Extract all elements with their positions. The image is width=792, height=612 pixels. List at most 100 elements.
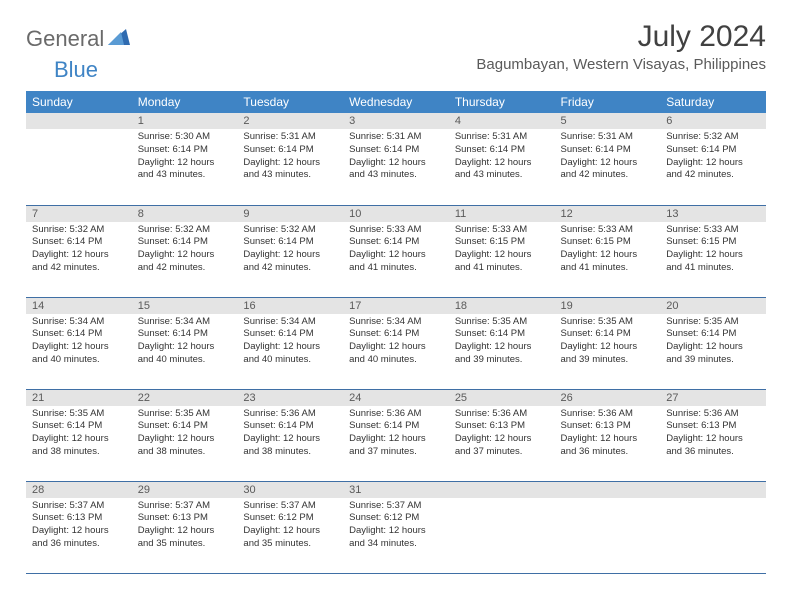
day-detail-line: Sunrise: 5:36 AM	[243, 408, 337, 421]
day-detail-line: Sunrise: 5:34 AM	[243, 316, 337, 329]
day-detail-line: Daylight: 12 hours and 40 minutes.	[349, 341, 443, 367]
calendar-cell: 29Sunrise: 5:37 AMSunset: 6:13 PMDayligh…	[132, 481, 238, 573]
day-detail-line: Sunrise: 5:32 AM	[243, 224, 337, 237]
day-detail: Sunrise: 5:32 AMSunset: 6:14 PMDaylight:…	[660, 129, 766, 186]
day-detail-line: Sunset: 6:14 PM	[243, 236, 337, 249]
day-detail-line: Daylight: 12 hours and 36 minutes.	[666, 433, 760, 459]
calendar-body: 1Sunrise: 5:30 AMSunset: 6:14 PMDaylight…	[26, 113, 766, 573]
day-detail-line: Sunset: 6:15 PM	[561, 236, 655, 249]
day-number: 6	[660, 113, 766, 129]
day-detail-line: Daylight: 12 hours and 36 minutes.	[561, 433, 655, 459]
calendar-cell: 28Sunrise: 5:37 AMSunset: 6:13 PMDayligh…	[26, 481, 132, 573]
day-detail	[555, 498, 661, 504]
day-detail-line: Sunrise: 5:34 AM	[349, 316, 443, 329]
calendar-cell: 7Sunrise: 5:32 AMSunset: 6:14 PMDaylight…	[26, 205, 132, 297]
calendar-cell: 10Sunrise: 5:33 AMSunset: 6:14 PMDayligh…	[343, 205, 449, 297]
day-detail	[26, 129, 132, 135]
day-header-monday: Monday	[132, 91, 238, 113]
day-detail: Sunrise: 5:32 AMSunset: 6:14 PMDaylight:…	[26, 222, 132, 279]
calendar-cell	[555, 481, 661, 573]
day-detail-line: Daylight: 12 hours and 43 minutes.	[243, 157, 337, 183]
day-detail-line: Daylight: 12 hours and 41 minutes.	[349, 249, 443, 275]
day-detail-line: Daylight: 12 hours and 35 minutes.	[138, 525, 232, 551]
day-detail-line: Daylight: 12 hours and 37 minutes.	[455, 433, 549, 459]
day-detail-line: Sunrise: 5:31 AM	[561, 131, 655, 144]
day-detail-line: Daylight: 12 hours and 42 minutes.	[243, 249, 337, 275]
day-header-friday: Friday	[555, 91, 661, 113]
day-number: 27	[660, 390, 766, 406]
day-detail-line: Sunrise: 5:32 AM	[666, 131, 760, 144]
day-number	[555, 482, 661, 498]
day-number: 2	[237, 113, 343, 129]
day-detail-line: Sunset: 6:14 PM	[666, 144, 760, 157]
calendar-cell: 20Sunrise: 5:35 AMSunset: 6:14 PMDayligh…	[660, 297, 766, 389]
day-detail: Sunrise: 5:37 AMSunset: 6:13 PMDaylight:…	[132, 498, 238, 555]
day-number: 7	[26, 206, 132, 222]
day-detail-line: Sunrise: 5:36 AM	[561, 408, 655, 421]
day-detail: Sunrise: 5:33 AMSunset: 6:15 PMDaylight:…	[555, 222, 661, 279]
day-detail-line: Sunset: 6:14 PM	[138, 420, 232, 433]
day-number: 24	[343, 390, 449, 406]
day-detail: Sunrise: 5:36 AMSunset: 6:13 PMDaylight:…	[449, 406, 555, 463]
day-detail-line: Sunset: 6:14 PM	[32, 236, 126, 249]
day-number: 13	[660, 206, 766, 222]
day-detail-line: Sunrise: 5:33 AM	[349, 224, 443, 237]
calendar-cell: 18Sunrise: 5:35 AMSunset: 6:14 PMDayligh…	[449, 297, 555, 389]
day-number: 25	[449, 390, 555, 406]
day-number: 11	[449, 206, 555, 222]
calendar-cell: 3Sunrise: 5:31 AMSunset: 6:14 PMDaylight…	[343, 113, 449, 205]
day-detail-line: Sunset: 6:14 PM	[243, 144, 337, 157]
calendar-cell: 2Sunrise: 5:31 AMSunset: 6:14 PMDaylight…	[237, 113, 343, 205]
day-detail-line: Daylight: 12 hours and 41 minutes.	[666, 249, 760, 275]
day-detail: Sunrise: 5:34 AMSunset: 6:14 PMDaylight:…	[237, 314, 343, 371]
day-detail-line: Daylight: 12 hours and 35 minutes.	[243, 525, 337, 551]
day-detail-line: Sunset: 6:12 PM	[243, 512, 337, 525]
day-number: 31	[343, 482, 449, 498]
day-detail-line: Daylight: 12 hours and 42 minutes.	[561, 157, 655, 183]
day-detail-line: Daylight: 12 hours and 42 minutes.	[138, 249, 232, 275]
day-detail-line: Sunrise: 5:33 AM	[561, 224, 655, 237]
calendar-week-row: 7Sunrise: 5:32 AMSunset: 6:14 PMDaylight…	[26, 205, 766, 297]
day-detail-line: Sunset: 6:14 PM	[666, 328, 760, 341]
logo: General	[26, 26, 132, 52]
day-detail: Sunrise: 5:35 AMSunset: 6:14 PMDaylight:…	[660, 314, 766, 371]
day-detail: Sunrise: 5:31 AMSunset: 6:14 PMDaylight:…	[449, 129, 555, 186]
day-detail: Sunrise: 5:36 AMSunset: 6:13 PMDaylight:…	[660, 406, 766, 463]
day-detail-line: Sunset: 6:14 PM	[561, 144, 655, 157]
day-detail-line: Daylight: 12 hours and 38 minutes.	[138, 433, 232, 459]
calendar-week-row: 1Sunrise: 5:30 AMSunset: 6:14 PMDaylight…	[26, 113, 766, 205]
day-detail: Sunrise: 5:36 AMSunset: 6:13 PMDaylight:…	[555, 406, 661, 463]
day-detail-line: Sunrise: 5:30 AM	[138, 131, 232, 144]
calendar-cell: 5Sunrise: 5:31 AMSunset: 6:14 PMDaylight…	[555, 113, 661, 205]
day-detail-line: Sunset: 6:14 PM	[243, 328, 337, 341]
day-detail: Sunrise: 5:32 AMSunset: 6:14 PMDaylight:…	[132, 222, 238, 279]
calendar-cell: 9Sunrise: 5:32 AMSunset: 6:14 PMDaylight…	[237, 205, 343, 297]
day-detail: Sunrise: 5:34 AMSunset: 6:14 PMDaylight:…	[26, 314, 132, 371]
day-detail-line: Daylight: 12 hours and 39 minutes.	[455, 341, 549, 367]
day-number: 23	[237, 390, 343, 406]
day-detail-line: Daylight: 12 hours and 43 minutes.	[455, 157, 549, 183]
calendar-cell: 26Sunrise: 5:36 AMSunset: 6:13 PMDayligh…	[555, 389, 661, 481]
day-detail-line: Sunset: 6:14 PM	[349, 144, 443, 157]
day-detail: Sunrise: 5:30 AMSunset: 6:14 PMDaylight:…	[132, 129, 238, 186]
day-detail-line: Sunrise: 5:35 AM	[561, 316, 655, 329]
day-detail-line: Sunset: 6:13 PM	[32, 512, 126, 525]
calendar-cell: 4Sunrise: 5:31 AMSunset: 6:14 PMDaylight…	[449, 113, 555, 205]
day-detail-line: Daylight: 12 hours and 36 minutes.	[32, 525, 126, 551]
day-number: 19	[555, 298, 661, 314]
day-detail: Sunrise: 5:33 AMSunset: 6:15 PMDaylight:…	[660, 222, 766, 279]
day-header-wednesday: Wednesday	[343, 91, 449, 113]
calendar-cell: 30Sunrise: 5:37 AMSunset: 6:12 PMDayligh…	[237, 481, 343, 573]
day-detail-line: Sunset: 6:15 PM	[455, 236, 549, 249]
calendar-week-row: 21Sunrise: 5:35 AMSunset: 6:14 PMDayligh…	[26, 389, 766, 481]
day-detail: Sunrise: 5:32 AMSunset: 6:14 PMDaylight:…	[237, 222, 343, 279]
day-number: 20	[660, 298, 766, 314]
day-number: 3	[343, 113, 449, 129]
day-detail-line: Sunrise: 5:37 AM	[349, 500, 443, 513]
day-detail: Sunrise: 5:37 AMSunset: 6:13 PMDaylight:…	[26, 498, 132, 555]
day-number	[660, 482, 766, 498]
day-detail-line: Sunrise: 5:31 AM	[349, 131, 443, 144]
day-detail-line: Sunset: 6:14 PM	[455, 144, 549, 157]
day-number: 9	[237, 206, 343, 222]
day-detail	[449, 498, 555, 504]
